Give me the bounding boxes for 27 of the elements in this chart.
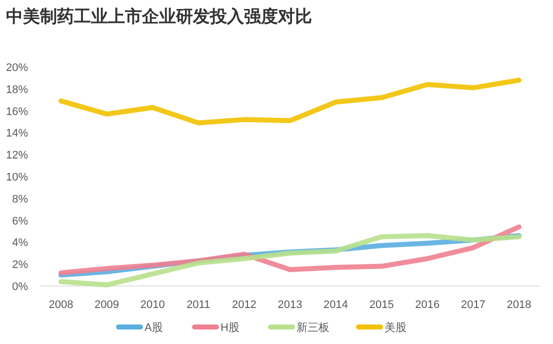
y-tick-label: 10% <box>6 172 28 184</box>
x-tick-label: 2009 <box>94 299 120 311</box>
legend-label: 美股 <box>384 321 406 334</box>
y-tick-label: 4% <box>12 237 28 250</box>
x-tick-label: 2008 <box>48 299 74 311</box>
x-tick-label: 2013 <box>278 299 302 311</box>
x-tick-label: 2017 <box>460 299 486 311</box>
chart-title: 中美制药工业上市企业研发投入强度对比 <box>6 7 312 26</box>
y-tick-label: 6% <box>12 215 28 228</box>
x-tick-label: 2015 <box>369 299 394 311</box>
y-tick-label: 14% <box>6 128 28 140</box>
x-tick-label: 2011 <box>186 299 210 311</box>
y-tick-label: 20% <box>6 62 28 74</box>
y-tick-label: 2% <box>12 259 28 272</box>
x-tick-label: 2012 <box>232 299 256 311</box>
y-tick-label: 0% <box>12 281 28 293</box>
y-tick-label: 12% <box>6 150 28 162</box>
x-tick-label: 2010 <box>140 299 165 311</box>
legend-label: H股 <box>220 322 240 334</box>
legend-label: A股 <box>144 322 163 334</box>
x-tick-label: 2014 <box>324 299 348 311</box>
y-tick-label: 8% <box>12 193 28 206</box>
legend-label: 新三板 <box>296 321 330 334</box>
x-tick-label: 2018 <box>506 299 532 311</box>
y-tick-label: 18% <box>6 84 28 96</box>
y-tick-label: 16% <box>6 106 28 118</box>
x-tick-label: 2016 <box>415 299 440 311</box>
